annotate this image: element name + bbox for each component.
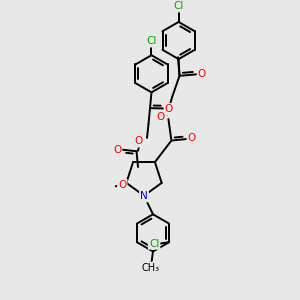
Text: O: O bbox=[198, 69, 206, 79]
Text: O: O bbox=[113, 145, 121, 155]
Text: O: O bbox=[118, 180, 127, 190]
Text: CH₃: CH₃ bbox=[142, 262, 160, 273]
Text: N: N bbox=[140, 191, 148, 201]
Text: Cl: Cl bbox=[173, 2, 184, 11]
Text: O: O bbox=[134, 136, 143, 146]
Text: O: O bbox=[188, 134, 196, 143]
Text: Cl: Cl bbox=[146, 36, 157, 46]
Text: O: O bbox=[165, 104, 173, 114]
Text: O: O bbox=[157, 112, 165, 122]
Text: Cl: Cl bbox=[149, 239, 159, 249]
